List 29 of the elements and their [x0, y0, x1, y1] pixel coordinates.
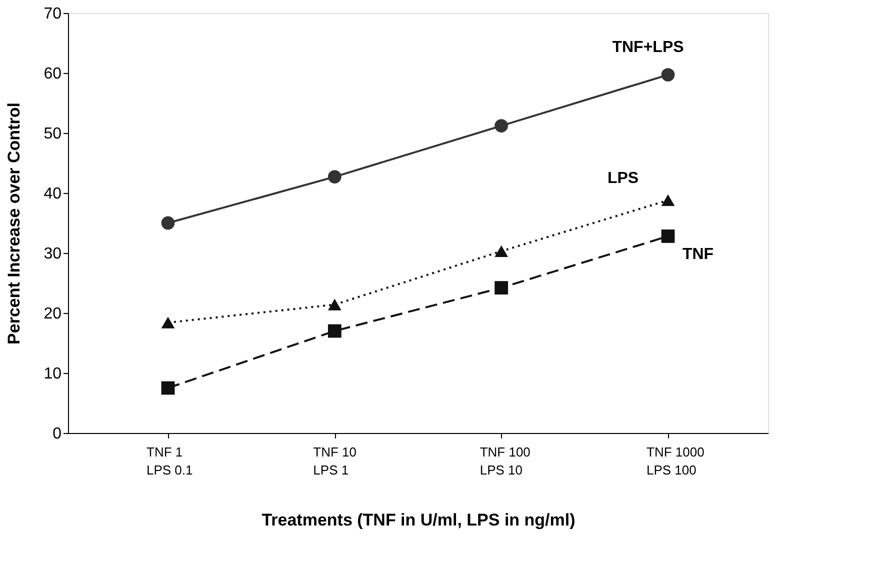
series-label: TNF+LPS: [612, 38, 684, 56]
y-tick-label: 30: [44, 246, 62, 262]
x-tick-label: TNF 100 LPS 10: [480, 444, 530, 478]
point: [328, 170, 342, 184]
x-axis-title: Treatments (TNF in U/ml, LPS in ng/ml): [262, 510, 576, 530]
point: [661, 194, 675, 206]
y-tick-label: 70: [44, 6, 62, 22]
y-axis-title: Percent Increase over Control: [4, 102, 24, 344]
point: [494, 245, 508, 258]
x-tick-label: TNF 1 LPS 0.1: [146, 444, 193, 478]
point: [661, 229, 675, 243]
series-label: LPS: [607, 170, 639, 188]
series-label: TNF: [682, 246, 714, 264]
point: [161, 316, 175, 328]
y-tick-label: 50: [44, 126, 62, 142]
y-tick-label: 60: [44, 66, 62, 82]
point: [494, 281, 508, 295]
y-tick-label: 20: [44, 306, 62, 322]
point: [661, 68, 675, 82]
y-tick-label: 0: [52, 426, 62, 442]
y-tick-label: 40: [44, 186, 62, 202]
x-tick-label: TNF 10 LPS 1: [313, 444, 357, 478]
point: [161, 216, 175, 230]
point: [494, 119, 508, 132]
point: [328, 324, 342, 338]
y-tick-label: 10: [44, 366, 62, 382]
x-tick-label: TNF 1000 LPS 100: [646, 444, 704, 478]
point: [328, 298, 342, 310]
point: [161, 381, 175, 395]
